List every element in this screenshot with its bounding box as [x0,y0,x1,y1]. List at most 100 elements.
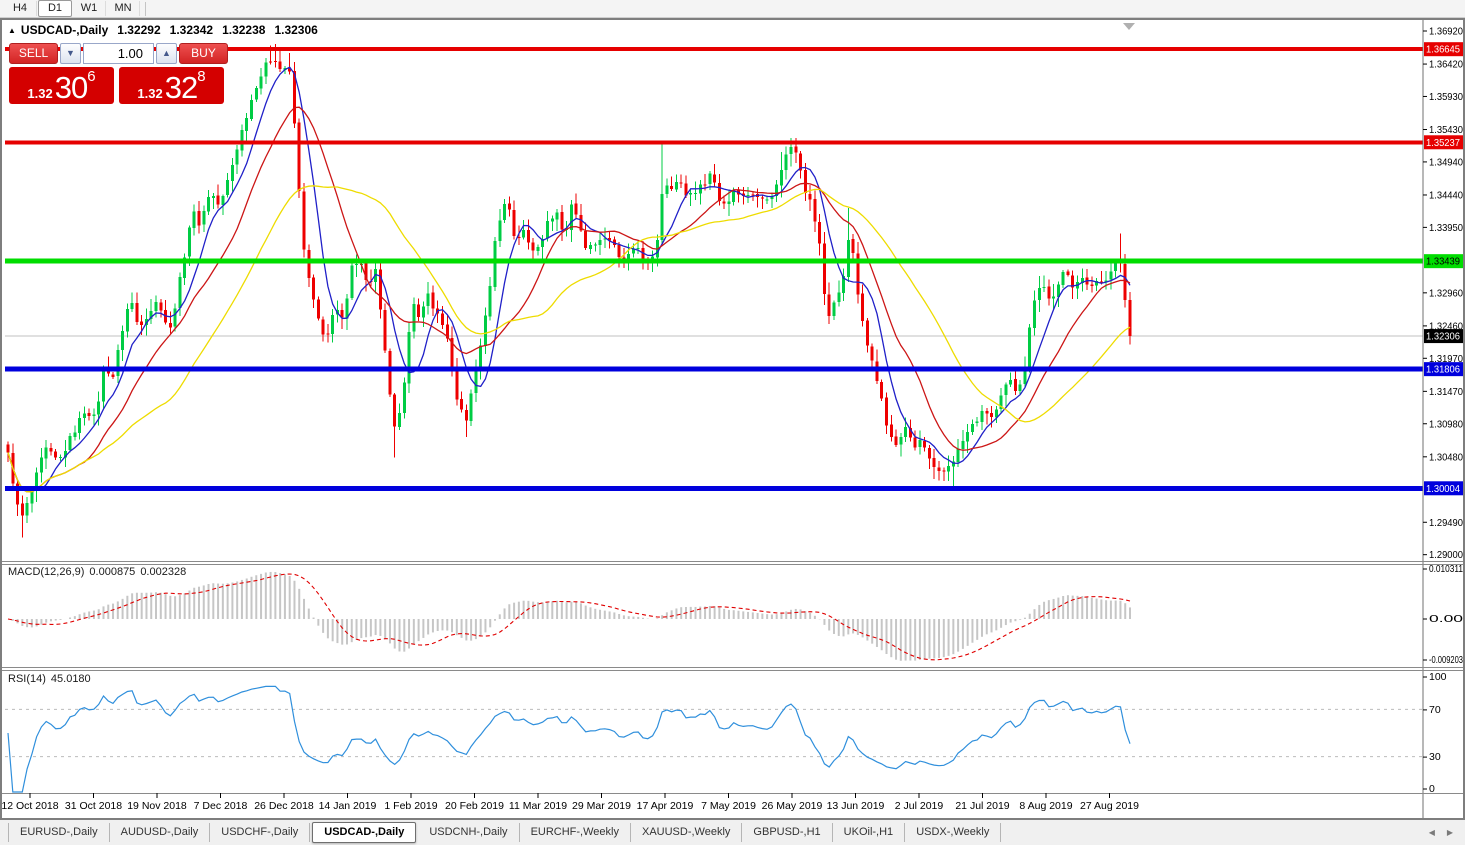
tab-scroll-right-icon[interactable]: ▶ [1446,828,1453,837]
svg-text:-0.009203: -0.009203 [1429,654,1463,666]
pane-separators[interactable] [2,20,1463,818]
svg-text:1.30480: 1.30480 [1429,451,1463,463]
svg-text:31 Oct 2018: 31 Oct 2018 [65,800,122,812]
svg-text:1.29000: 1.29000 [1429,549,1463,561]
svg-text:1.34940: 1.34940 [1429,156,1463,168]
svg-text:13 Jun 2019: 13 Jun 2019 [827,800,885,812]
toolbar-separator [145,1,146,16]
svg-text:1.31470: 1.31470 [1429,386,1463,398]
macd-value-main: 0.000875 [89,566,136,578]
svg-text:100: 100 [1429,671,1447,683]
svg-text:7 Dec 2018: 7 Dec 2018 [194,800,248,812]
timeframe-toolbar: H4 D1 W1 MN [0,0,1465,18]
chart-tab[interactable]: EURUSD-,Daily [8,823,110,842]
chart-tab-bar: EURUSD-,Daily AUDUSD-,Daily USDCHF-,Daily U… [0,820,1465,845]
svg-text:1.34440: 1.34440 [1429,189,1463,201]
svg-text:1.35430: 1.35430 [1429,124,1463,136]
sell-button[interactable]: SELL [9,43,58,64]
svg-text:8 Aug 2019: 8 Aug 2019 [1019,800,1072,812]
sell-price-base: 1.32 [27,86,53,101]
volume-input[interactable]: 1.00 [83,43,154,64]
one-click-trading-panel: SELL ▼ 1.00 ▲ BUY 1.32 30 6 1.32 32 8 [9,43,228,104]
svg-text:1.31970: 1.31970 [1429,353,1463,365]
chart-symbol-label: USDCAD-,Daily [20,23,109,37]
svg-text:0.00: 0.00 [1429,613,1463,625]
buy-price-display[interactable]: 1.32 32 8 [119,67,224,104]
volume-increase-button[interactable]: ▲ [156,43,177,64]
svg-text:1.35237: 1.35237 [1426,137,1460,149]
buy-price-digits: 32 [164,70,198,105]
price-axis: 1.36920 1.36420 1.35930 1.35430 1.34940 1.344… [1423,26,1463,795]
rsi-name: RSI(14) [8,673,46,685]
chart-tab[interactable]: GBPUSD-,H1 [742,823,833,842]
chart-window: 1.36920 1.36420 1.35930 1.35430 1.34940 1.344… [0,18,1465,820]
svg-text:1 Feb 2019: 1 Feb 2019 [384,800,437,812]
svg-text:30: 30 [1429,751,1441,763]
svg-text:1.32960: 1.32960 [1429,287,1463,299]
svg-text:1.29490: 1.29490 [1429,517,1463,529]
support-resistance-lines[interactable] [5,47,1423,491]
tab-scroll-left-icon[interactable]: ◀ [1428,828,1435,837]
candlestick-plot [6,44,1132,538]
svg-text:1.36920: 1.36920 [1429,26,1463,38]
chart-tab[interactable]: UKOil-,H1 [833,823,906,842]
macd-indicator-label: MACD(12,26,9) 0.000875 0.002328 [8,566,191,578]
svg-text:27 Aug 2019: 27 Aug 2019 [1080,800,1139,812]
timeframe-w1-button[interactable]: W1 [73,1,106,16]
ohlc-open: 1.32292 [117,23,161,37]
moving-average-lines [7,66,1131,493]
timeframe-h4-button[interactable]: H4 [4,1,37,16]
ohlc-close: 1.32306 [274,23,318,37]
chart-canvas[interactable]: 1.36920 1.36420 1.35930 1.35430 1.34940 1.344… [2,20,1463,818]
sell-price-display[interactable]: 1.32 30 6 [9,67,114,104]
chart-tab[interactable]: AUDUSD-,Daily [110,823,211,842]
svg-text:70: 70 [1429,704,1441,716]
macd-indicator [7,571,1131,661]
svg-text:19 Nov 2018: 19 Nov 2018 [127,800,187,812]
svg-text:7 May 2019: 7 May 2019 [701,800,756,812]
svg-text:0: 0 [1429,783,1435,795]
volume-decrease-button[interactable]: ▼ [60,43,81,64]
svg-text:29 Mar 2019: 29 Mar 2019 [572,800,631,812]
svg-text:1.30980: 1.30980 [1429,418,1463,430]
chart-tab[interactable]: USDCHF-,Daily [210,823,311,842]
sell-price-digits: 30 [54,70,88,105]
buy-button[interactable]: BUY [179,43,228,64]
svg-text:1.35930: 1.35930 [1429,91,1463,103]
timeframe-d1-button[interactable]: D1 [38,0,72,17]
svg-text:1.36420: 1.36420 [1429,59,1463,71]
svg-text:0.010311: 0.010311 [1429,563,1463,575]
timeframe-mn-button[interactable]: MN [107,1,140,16]
svg-text:26 Dec 2018: 26 Dec 2018 [254,800,314,812]
svg-text:1.33950: 1.33950 [1429,222,1463,234]
svg-text:11 Mar 2019: 11 Mar 2019 [509,800,567,812]
ohlc-low: 1.32238 [222,23,266,37]
svg-text:1.32306: 1.32306 [1426,331,1460,343]
buy-price-pip: 8 [197,68,206,85]
chart-tab[interactable]: USDCNH-,Daily [418,823,520,842]
rsi-indicator [5,685,1423,793]
chart-tab[interactable]: USDX-,Weekly [905,823,1002,842]
svg-text:20 Feb 2019: 20 Feb 2019 [445,800,504,812]
ohlc-high: 1.32342 [169,23,214,37]
chart-tab[interactable]: USDCAD-,Daily [312,822,417,843]
chart-collapse-icon[interactable]: ▲ [8,26,16,35]
chart-tab[interactable]: EURCHF-,Weekly [520,823,631,842]
chart-title: ▲ USDCAD-,Daily 1.32292 1.32342 1.32238 1.323… [8,23,318,37]
rsi-indicator-label: RSI(14) 45.0180 [8,673,96,685]
chart-shift-marker[interactable] [1123,23,1135,30]
rsi-value: 45.0180 [50,673,91,685]
chart-tab[interactable]: XAUUSD-,Weekly [631,823,743,842]
svg-text:26 May 2019: 26 May 2019 [762,800,823,812]
svg-text:17 Apr 2019: 17 Apr 2019 [637,800,694,812]
svg-text:12 Oct 2018: 12 Oct 2018 [2,800,59,812]
svg-text:14 Jan 2019: 14 Jan 2019 [319,800,377,812]
svg-text:1.31806: 1.31806 [1426,364,1460,376]
sell-price-pip: 6 [87,68,96,85]
svg-text:1.33439: 1.33439 [1426,256,1460,268]
date-axis: 12 Oct 2018 31 Oct 2018 19 Nov 2018 7 Dec 2… [2,793,1139,812]
svg-text:1.36645: 1.36645 [1426,44,1460,56]
chart-tabs: EURUSD-,Daily AUDUSD-,Daily USDCHF-,Daily U… [8,822,1002,843]
macd-value-signal: 0.002328 [140,566,187,578]
